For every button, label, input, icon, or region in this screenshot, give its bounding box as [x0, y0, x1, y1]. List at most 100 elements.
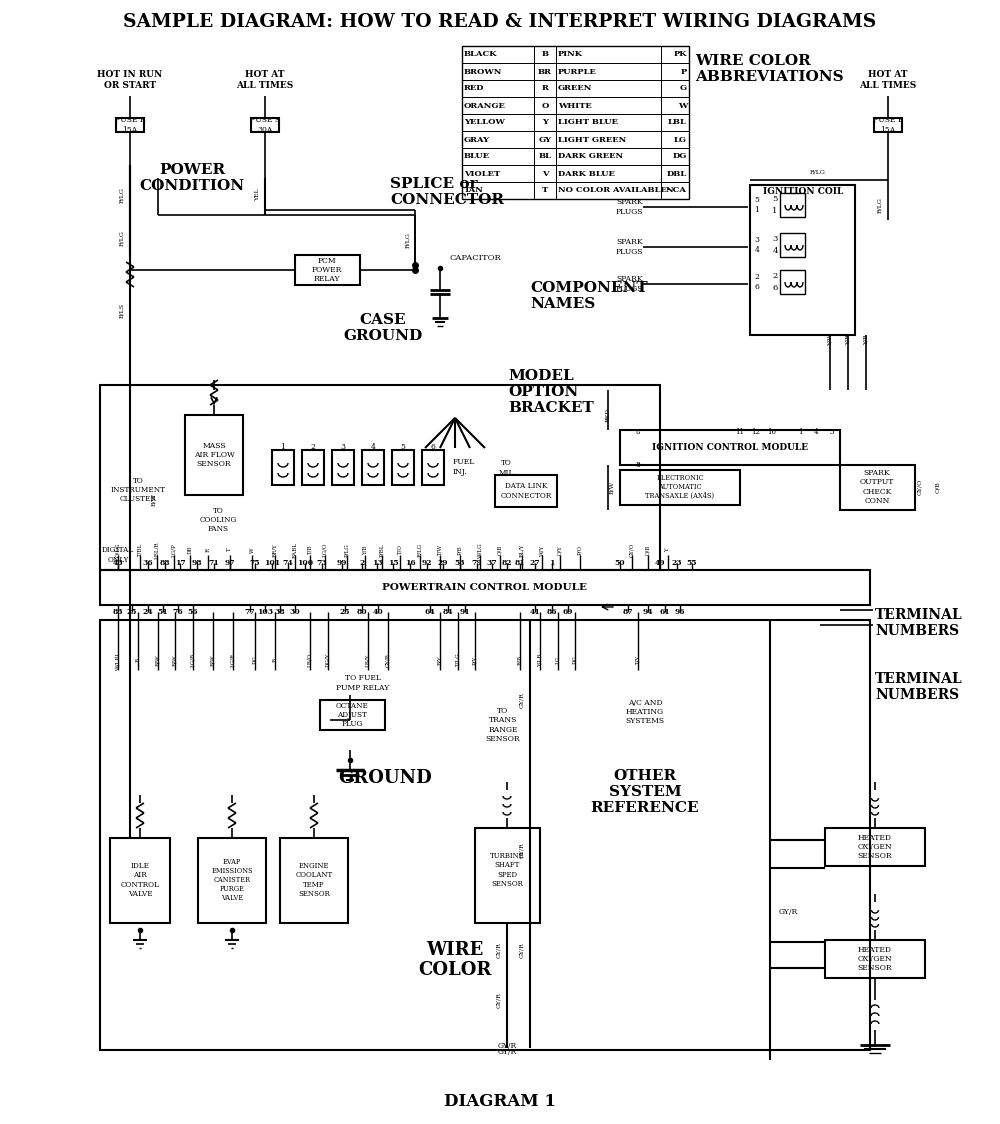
Text: 87: 87 [623, 608, 633, 616]
Text: R/LG: R/LG [120, 230, 124, 246]
Text: 12: 12 [752, 428, 761, 436]
Text: 1: 1 [549, 559, 555, 566]
Text: SPLICE or
CONNECTOR: SPLICE or CONNECTOR [390, 176, 504, 207]
Text: HEATED
OXYGEN
SENSOR: HEATED OXYGEN SENSOR [858, 834, 892, 860]
Bar [332, 450, 354, 484]
Text: 4: 4 [371, 443, 375, 451]
Text: 100: 100 [297, 559, 313, 566]
Text: 50: 50 [615, 559, 625, 566]
Text: P/Y: P/Y [473, 655, 478, 664]
Text: DB: DB [188, 545, 192, 554]
Text: Y: Y [542, 118, 548, 127]
Text: 5: 5 [755, 196, 759, 203]
Text: 84: 84 [443, 608, 453, 616]
Text: O/B: O/B [646, 545, 650, 555]
Text: HOT IN RUN
OR START: HOT IN RUN OR START [97, 71, 163, 90]
Text: FUSE R
15A: FUSE R 15A [115, 117, 145, 134]
Text: LIGHT BLUE: LIGHT BLUE [558, 118, 618, 127]
Text: BROWN: BROWN [464, 67, 502, 75]
Text: Y/B: Y/B [864, 335, 868, 345]
Text: LBL: LBL [668, 118, 687, 127]
Bar [874, 118, 902, 132]
Text: B/W: B/W [610, 480, 614, 493]
Text: LG/R: LG/R [230, 653, 236, 667]
Text: O/B: O/B [936, 481, 940, 493]
Text: 55: 55 [687, 559, 697, 566]
Text: LG: LG [556, 656, 560, 664]
Text: 24: 24 [143, 608, 153, 616]
Text: G: G [680, 84, 687, 92]
Text: R/LG: R/LG [406, 232, 411, 248]
Bar [100, 386, 660, 570]
Text: Y: Y [666, 549, 670, 552]
Text: 11: 11 [736, 428, 744, 436]
Text: 51: 51 [158, 608, 168, 616]
Text: YEL: YEL [256, 189, 260, 201]
Text: MASS
AIR FLOW
SENSOR: MASS AIR FLOW SENSOR [194, 442, 234, 469]
Bar [302, 450, 324, 484]
Text: DIGITAL
ONLY: DIGITAL ONLY [102, 546, 134, 563]
Text: HEATED
OXYGEN
SENSOR: HEATED OXYGEN SENSOR [858, 945, 892, 972]
Text: POWER
CONDITION: POWER CONDITION [139, 163, 245, 193]
Text: 4: 4 [772, 247, 778, 255]
Text: HOT AT
ALL TIMES: HOT AT ALL TIMES [236, 71, 294, 90]
Bar [840, 465, 915, 510]
Text: TO
TRANS
RANGE
SENSOR: TO TRANS RANGE SENSOR [486, 707, 520, 743]
Text: 38: 38 [275, 608, 285, 616]
Text: 27: 27 [530, 559, 540, 566]
Text: GY/R: GY/R [520, 942, 524, 958]
Text: 3: 3 [340, 443, 346, 451]
Text: OCTANE
ADJUST
PLUG: OCTANE ADJUST PLUG [336, 701, 368, 728]
Text: 71: 71 [209, 559, 219, 566]
Text: Y/R: Y/R [846, 335, 850, 345]
Text: COMPONENT
NAMES: COMPONENT NAMES [530, 281, 648, 311]
Text: P/O: P/O [578, 545, 582, 555]
Text: BL: BL [538, 153, 552, 161]
Text: YELLOW: YELLOW [464, 118, 505, 127]
Text: V: V [542, 170, 548, 178]
Text: 16: 16 [405, 559, 415, 566]
Text: LB/Y: LB/Y [366, 653, 370, 667]
Text: 41: 41 [530, 608, 540, 616]
Text: 15: 15 [388, 559, 398, 566]
Text: GY: GY [538, 136, 552, 144]
Text: R/LG: R/LG [878, 197, 883, 212]
Text: 96: 96 [675, 608, 685, 616]
Text: 1: 1 [755, 206, 759, 214]
Bar [825, 828, 925, 865]
Text: 3: 3 [772, 235, 778, 243]
Text: TAN: TAN [464, 187, 484, 194]
Text: 6: 6 [755, 283, 759, 291]
Text: 49: 49 [655, 559, 665, 566]
Text: T/O: T/O [398, 545, 402, 555]
Text: B: B [541, 51, 549, 58]
Bar [750, 185, 855, 335]
Text: GY/R: GY/R [778, 908, 798, 916]
Text: 1: 1 [772, 207, 778, 215]
Text: R/LG: R/LG [810, 170, 826, 174]
Text: FUEL
INJ.: FUEL INJ. [453, 459, 475, 475]
Text: R/LG: R/LG [418, 543, 422, 558]
Text: BR/Y: BR/Y [272, 543, 278, 556]
Text: SAMPLE DIAGRAM: HOW TO READ & INTERPRET WIRING DIAGRAMS: SAMPLE DIAGRAM: HOW TO READ & INTERPRET … [123, 13, 877, 31]
Text: O/LG: O/LG [116, 543, 120, 558]
Text: LG/P: LG/P [172, 543, 176, 556]
Text: 30: 30 [290, 608, 300, 616]
Text: BABL: BABL [292, 542, 298, 558]
Text: 3: 3 [755, 236, 760, 244]
Text: BLUE: BLUE [464, 153, 490, 161]
Text: 91: 91 [460, 608, 470, 616]
Text: 25: 25 [340, 608, 350, 616]
Bar [280, 839, 348, 923]
Bar [495, 475, 557, 507]
Text: W/LG: W/LG [478, 542, 482, 558]
Text: ENGINE
COOLANT
TEMP
SENSOR: ENGINE COOLANT TEMP SENSOR [295, 862, 333, 898]
Text: WIRE
COLOR: WIRE COLOR [418, 941, 492, 979]
Bar [620, 430, 840, 465]
Text: 94: 94 [643, 608, 653, 616]
Text: GY/O: GY/O [918, 479, 922, 496]
Text: 75: 75 [250, 559, 260, 566]
Bar [272, 450, 294, 484]
Text: 8: 8 [636, 428, 640, 436]
Text: 61: 61 [660, 608, 670, 616]
